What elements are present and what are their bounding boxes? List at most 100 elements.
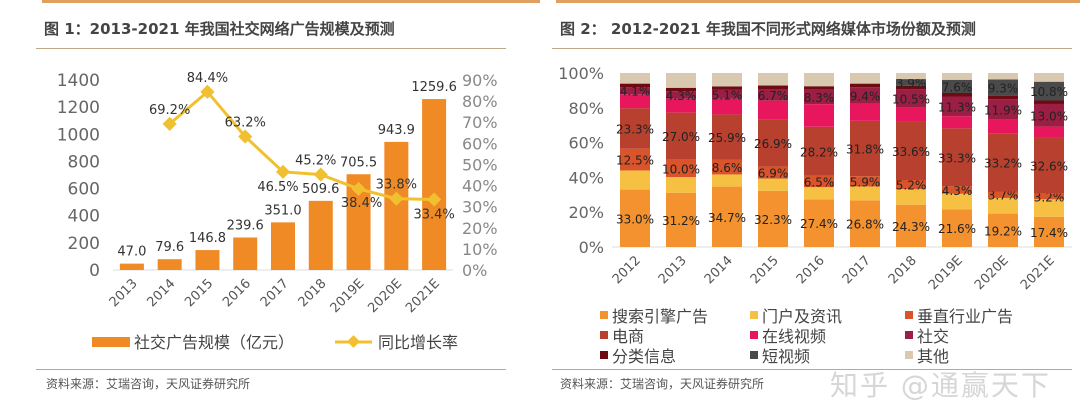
left-source: 资料来源：艾瑞咨询，天风证券研究所 [46,377,251,391]
x-tick-label: 2014 [144,276,178,310]
growth-point [313,167,328,182]
segment-label: 13.0% [1030,109,1068,123]
bar-2018 [308,200,333,270]
legend-label: 其他 [917,347,949,366]
legend-label: 社交 [917,327,949,346]
right-chart-y-tick: 0% [579,238,604,257]
right-chart-y-tick: 40% [568,168,604,187]
stack-segment-门户及资讯 [850,186,880,201]
stack-segment-分类信息 [850,83,880,88]
stack-segment-社交 [942,96,972,117]
x-tick-label: 2017 [258,276,292,310]
segment-label: 10.0% [662,162,700,176]
stack-segment-其他 [712,73,742,87]
left-y-tick: 800 [68,152,100,172]
bar-2021E [422,99,447,270]
right-chart-y-tick: 80% [568,99,604,118]
stack-segment-搜索引擎广告 [850,200,880,247]
x-tick-label: 2019E [328,276,368,316]
bar-2014 [157,259,182,270]
bar-2016 [233,237,258,270]
segment-label: 3.9% [896,76,927,90]
legend-swatch [750,331,758,339]
right-source: 资料来源：艾瑞咨询，天风证券研究所 [560,377,765,391]
growth-label: 63.2% [225,116,266,131]
stack-segment-门户及资讯 [758,178,788,191]
stack-segment-分类信息 [988,95,1018,100]
stack-segment-其他 [988,73,1018,80]
stack-segment-搜索引擎广告 [1034,216,1064,247]
left-title-rule [36,48,506,49]
left-y-tick: 1400 [57,71,100,91]
stack-segment-在线视频 [942,116,972,129]
stack-segment-分类信息 [896,85,926,90]
right-y2-tick: 0% [462,261,487,280]
stack-segment-搜索引擎广告 [758,190,788,247]
segment-label: 34.7% [708,211,746,225]
stack-segment-电商 [758,119,788,167]
segment-label: 26.8% [846,218,884,232]
bar-label: 239.6 [227,218,264,233]
x-tick-label: 2019E [926,253,966,293]
growth-point [389,191,404,206]
legend-line-label: 同比增长率 [378,333,458,352]
right-y2-tick: 10% [462,240,498,259]
legend-bar-swatch [92,337,130,347]
stack-segment-在线视频 [666,98,696,113]
x-tick-label: 2016 [794,253,828,287]
segment-label: 11.3% [938,100,976,114]
x-tick-label: 2021E [403,276,443,316]
segment-label: 6.7% [758,89,789,103]
stack-segment-其他 [804,73,834,87]
right-top-bar [556,0,1080,3]
stack-segment-门户及资讯 [666,177,696,193]
left-y-tick: 0 [89,261,100,281]
stack-segment-电商 [896,121,926,181]
segment-label: 9.4% [850,89,881,103]
stack-segment-在线视频 [896,107,926,122]
legend-swatch [750,311,758,319]
x-tick-label: 2015 [182,276,216,310]
stack-segment-电商 [804,126,834,176]
bar-label: 79.6 [155,240,184,255]
segment-label: 8.6% [712,161,743,175]
stack-segment-电商 [988,133,1018,192]
right-y2-tick: 60% [462,134,498,153]
stack-segment-在线视频 [850,103,880,121]
segment-label: 27.4% [800,217,838,231]
stack-segment-门户及资讯 [804,187,834,200]
stack-segment-电商 [666,112,696,160]
right-chart-title: 图 2： 2012-2021 年我国不同形式网络媒体市场份额及预测 [560,20,976,38]
right-y2-tick: 90% [462,71,498,90]
stack-segment-在线视频 [620,94,650,109]
stack-segment-搜索引擎广告 [896,204,926,247]
stack-segment-垂直行业广告 [712,159,742,175]
stack-segment-电商 [1034,137,1064,194]
stack-segment-垂直行业广告 [942,186,972,194]
x-tick-label: 2021E [1018,253,1058,293]
left-y-tick: 200 [68,234,100,254]
stack-segment-其他 [850,73,880,84]
stack-segment-垂直行业广告 [666,159,696,178]
stack-segment-分类信息 [712,86,742,90]
right-y2-tick: 70% [462,113,498,132]
bar-2017 [271,222,295,270]
stack-segment-门户及资讯 [896,189,926,205]
growth-label: 69.2% [149,103,190,118]
stack-segment-在线视频 [804,104,834,127]
stack-segment-在线视频 [1034,126,1064,138]
stack-segment-分类信息 [1034,100,1064,104]
right-chart-y-tick: 20% [568,203,604,222]
stack-segment-电商 [620,108,650,149]
growth-point [238,129,253,144]
bar-label: 146.8 [189,231,226,246]
legend-label: 短视频 [762,347,810,366]
growth-label: 46.5% [257,180,298,195]
stack-segment-分类信息 [942,93,972,97]
left-y-tick: 1200 [57,98,100,118]
left-top-bar [42,0,540,3]
stack-segment-搜索引擎广告 [666,192,696,247]
x-tick-label: 2018 [886,253,920,287]
x-tick-label: 2020E [365,276,405,316]
stack-segment-在线视频 [758,100,788,120]
